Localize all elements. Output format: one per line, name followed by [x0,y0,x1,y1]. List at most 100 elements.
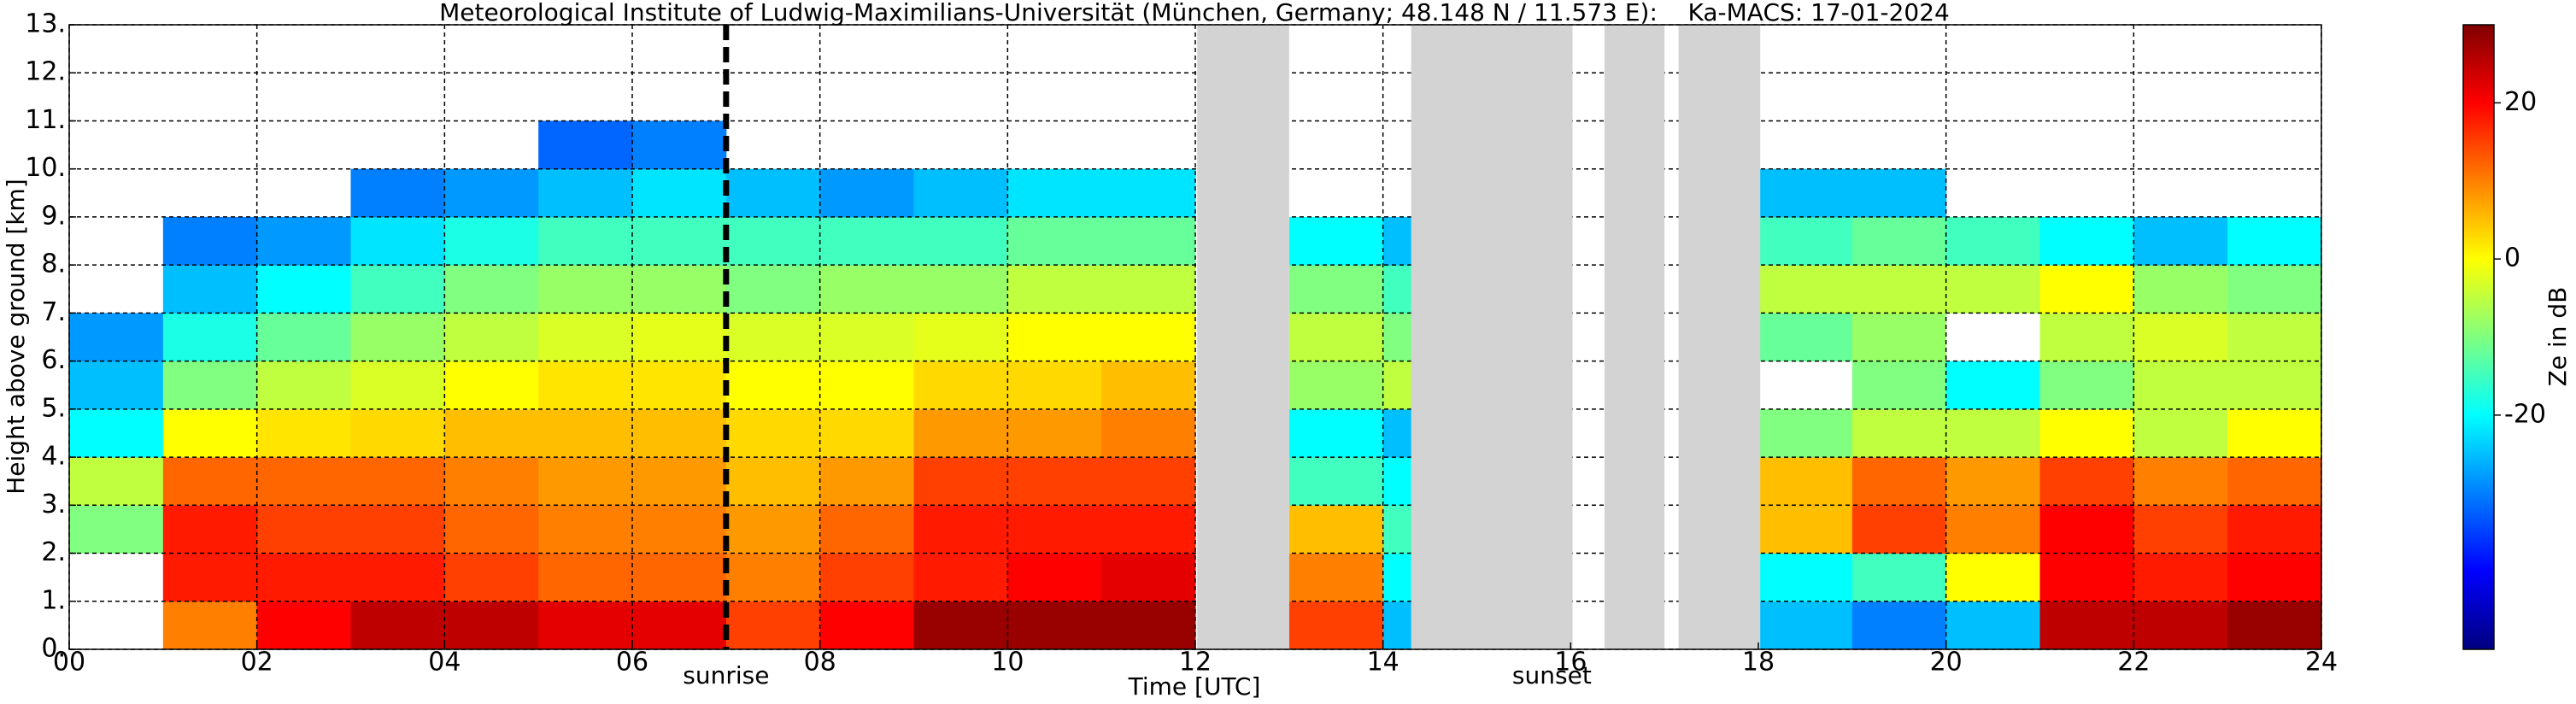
reflectivity-cell [2133,457,2228,506]
reflectivity-cell [350,408,445,458]
reflectivity-cell [1288,601,1384,650]
reflectivity-cell [1851,457,1947,506]
reflectivity-cell [1101,601,1196,650]
reflectivity-cell [632,361,727,410]
missing-data [1411,25,1573,649]
reflectivity-cell [1007,216,1102,266]
reflectivity-cell [2133,216,2228,266]
x-tick-label: 22 [2117,648,2150,678]
reflectivity-cell [632,120,727,170]
reflectivity-cell [538,408,633,458]
colorbar-tick-label: 0 [2504,243,2520,273]
reflectivity-cell [725,216,821,266]
reflectivity-cell [1007,457,1102,506]
reflectivity-cell [538,265,633,314]
colorbar-tick-label: 20 [2504,87,2537,117]
reflectivity-cell [725,408,821,458]
reflectivity-cell [162,457,258,506]
reflectivity-cell [350,168,445,218]
reflectivity-cell [256,553,351,602]
reflectivity-cell [1758,168,1853,218]
reflectivity-cell [1101,457,1196,506]
missing-data [1197,25,1289,649]
reflectivity-cell [819,553,914,602]
reflectivity-cell [632,553,727,602]
reflectivity-cell [725,265,821,314]
reflectivity-cell [1288,313,1384,362]
reflectivity-cell [2133,601,2228,650]
reflectivity-cell [2039,265,2134,314]
reflectivity-cell [1945,361,2040,410]
reflectivity-cell [444,216,539,266]
reflectivity-cell [162,265,258,314]
reflectivity-cell [632,408,727,458]
reflectivity-cell [1851,313,1947,362]
reflectivity-cell [1851,408,1947,458]
reflectivity-cell [2133,408,2228,458]
reflectivity-cell [725,553,821,602]
x-tick-label: 08 [804,648,836,678]
reflectivity-cell [162,553,258,602]
reflectivity-cell [256,361,351,410]
reflectivity-cell [256,216,351,266]
reflectivity-cell [444,601,539,650]
reflectivity-cell [1101,265,1196,314]
reflectivity-cell [538,601,633,650]
x-tick-label: 04 [428,648,461,678]
annotation-label: sunrise [683,661,769,689]
reflectivity-cell [444,313,539,362]
chart-title: Meteorological Institute of Ludwig-Maxim… [439,0,1950,26]
reflectivity-cell [1758,601,1853,650]
reflectivity-cell [350,457,445,506]
reflectivity-cell [444,505,539,554]
reflectivity-cell [162,361,258,410]
x-tick-label: 06 [616,648,648,678]
reflectivity-cell [1101,313,1196,362]
reflectivity-cell [256,457,351,506]
reflectivity-cell [1851,265,1947,314]
reflectivity-cell [913,361,1008,410]
reflectivity-cell [632,457,727,506]
reflectivity-cell [913,265,1008,314]
reflectivity-cell [1758,265,1853,314]
reflectivity-cell [913,505,1008,554]
colorbar-tick-label: -20 [2504,399,2546,429]
x-tick-label: 02 [241,648,273,678]
reflectivity-cell [819,265,914,314]
reflectivity-cell [913,457,1008,506]
reflectivity-cell [350,553,445,602]
x-tick-label: 12 [1179,648,1212,678]
reflectivity-cell [1007,265,1102,314]
reflectivity-cell [256,313,351,362]
reflectivity-cell [2227,216,2322,266]
reflectivity-cell [819,216,914,266]
reflectivity-cell [444,457,539,506]
reflectivity-cell [538,553,633,602]
reflectivity-cell [2227,313,2322,362]
reflectivity-cell [1945,408,2040,458]
reflectivity-cell [2039,553,2134,602]
y-axis-label: Height above ground [km] [2,179,30,495]
reflectivity-cell [1758,313,1853,362]
x-tick-label: 14 [1367,648,1399,678]
y-tick-label: 8. [41,249,66,279]
reflectivity-cell [69,505,164,554]
reflectivity-cell [725,361,821,410]
reflectivity-cell [2133,265,2228,314]
reflectivity-cell [2227,408,2322,458]
y-tick-label: 2. [41,537,66,567]
reflectivity-cell [2039,408,2134,458]
reflectivity-cell [538,120,633,170]
reflectivity-cell [256,505,351,554]
reflectivity-cell [1851,361,1947,410]
reflectivity-cell [725,601,821,650]
reflectivity-cell [69,408,164,458]
reflectivity-cell [819,361,914,410]
reflectivity-cell [725,457,821,506]
x-tick-label: 24 [2305,648,2338,678]
colorbar-label: Ze in dB [2544,287,2572,387]
reflectivity-cell [1758,408,1853,458]
reflectivity-cell [2039,601,2134,650]
reflectivity-cell [632,505,727,554]
